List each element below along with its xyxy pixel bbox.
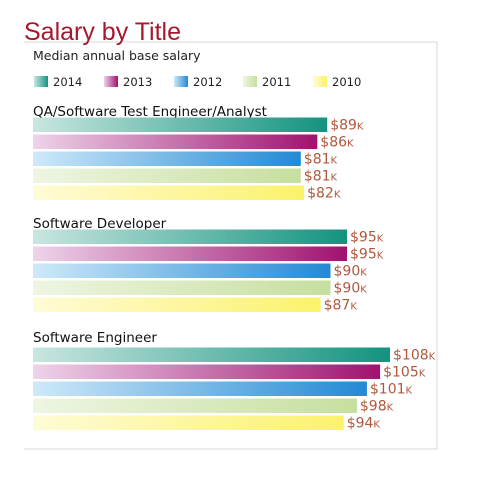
bar-2014	[33, 117, 328, 132]
bar-2012	[33, 381, 367, 396]
data-label: $87K	[324, 298, 358, 314]
data-label: $94K	[347, 416, 381, 432]
bar-2011	[33, 398, 357, 413]
legend-label-2010: 2010	[332, 75, 361, 89]
data-label: $98K	[360, 399, 394, 415]
bar-2013	[33, 246, 347, 261]
legend-swatch-2012	[174, 76, 188, 87]
bar-2012	[33, 263, 331, 278]
bar-2010	[33, 185, 305, 200]
legend-label-2014: 2014	[53, 75, 82, 89]
bar-2010	[33, 297, 321, 312]
data-label: $101K	[370, 382, 413, 398]
chart-subtitle: Median annual base salary	[33, 48, 201, 63]
bar-2014	[33, 347, 390, 362]
data-label: $86K	[320, 135, 354, 151]
data-label: $90K	[334, 281, 368, 297]
group-label: QA/Software Test Engineer/Analyst	[33, 104, 267, 120]
data-label: $81K	[304, 152, 338, 168]
data-label: $95K	[350, 230, 384, 246]
bar-2013	[33, 134, 318, 149]
data-label: $105K	[383, 365, 426, 381]
bar-2012	[33, 151, 301, 166]
legend-swatch-2011	[243, 76, 257, 87]
bar-groups: QA/Software Test Engineer/Analyst $89K$86…	[33, 104, 436, 432]
legend-label-2011: 2011	[262, 75, 291, 89]
bar-2010	[33, 415, 344, 430]
bar-2013	[33, 364, 381, 379]
bar-2011	[33, 280, 331, 295]
legend: 2014 2013 2012 2011 2010	[34, 75, 361, 89]
bar-2014	[33, 229, 347, 244]
data-label: $108K	[393, 348, 436, 364]
chart-frame	[24, 41, 438, 450]
data-label: $95K	[350, 247, 384, 263]
legend-swatch-2014	[34, 76, 48, 87]
group-label: Software Engineer	[33, 330, 157, 346]
bar-2011	[33, 168, 301, 183]
data-label: $81K	[304, 169, 338, 185]
data-label: $82K	[307, 186, 341, 202]
legend-swatch-2013	[104, 76, 118, 87]
group-label: Software Developer	[33, 216, 167, 232]
chart-title: Salary by Title	[24, 18, 181, 46]
legend-swatch-2010	[313, 76, 327, 87]
data-label: $89K	[330, 118, 364, 134]
legend-label-2013: 2013	[123, 75, 152, 89]
data-label: $90K	[334, 264, 368, 280]
legend-label-2012: 2012	[193, 75, 222, 89]
